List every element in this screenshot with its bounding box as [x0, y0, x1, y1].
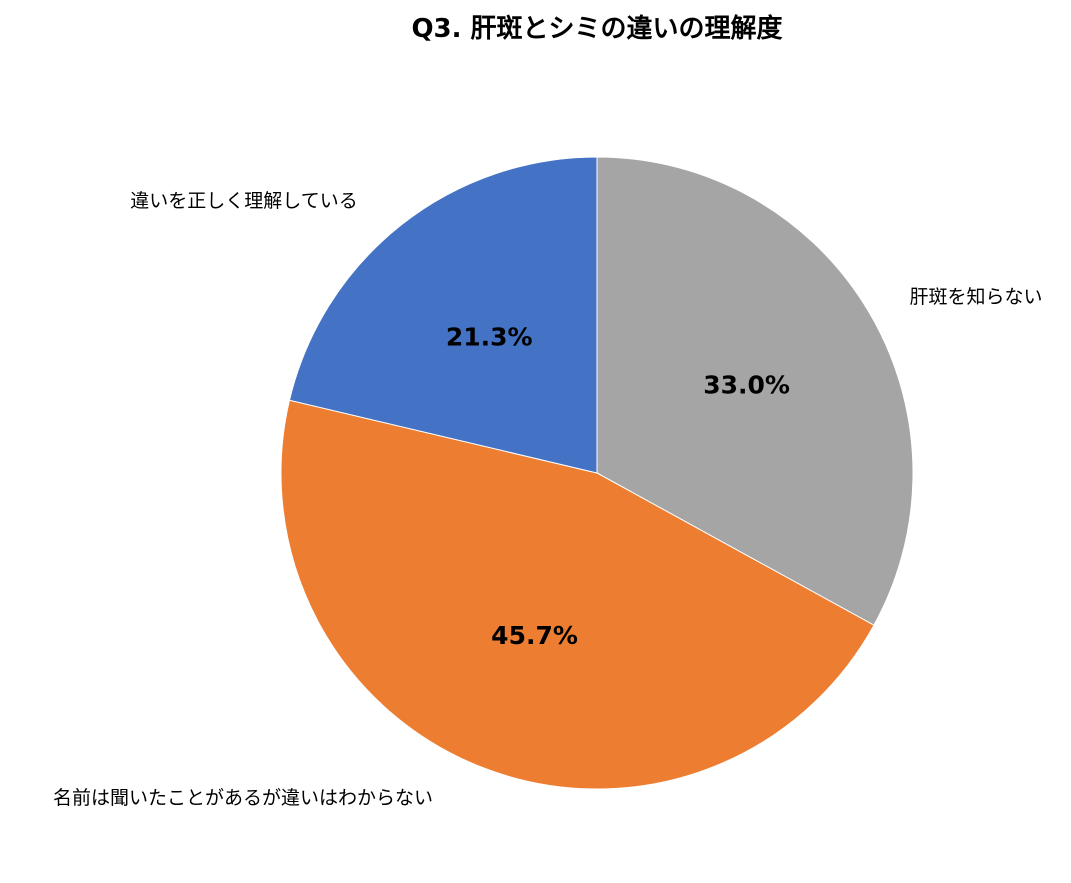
pie-slices	[280, 156, 914, 790]
pct-label-3: 21.3%	[446, 323, 533, 352]
pie-slice-3	[288, 156, 598, 474]
chart-title: Q3. 肝斑とシミの違いの理解度	[411, 13, 782, 44]
pct-label-2: 45.7%	[491, 621, 578, 650]
category-label-3: 違いを正しく理解している	[130, 190, 357, 212]
category-label-2: 名前は聞いたことがあるが違いはわからない	[53, 787, 433, 809]
category-label-1: 肝斑を知らない	[909, 286, 1042, 308]
percentage-labels: 33.0% 45.7% 21.3%	[446, 323, 790, 651]
pie-slice-1	[596, 156, 914, 626]
pct-label-1: 33.0%	[703, 371, 790, 400]
pie-slice-2	[280, 399, 875, 790]
